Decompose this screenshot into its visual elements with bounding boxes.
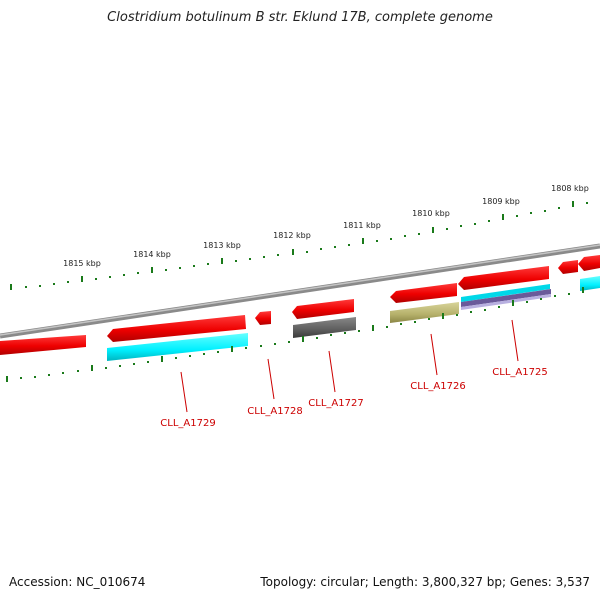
gene-label[interactable]: CLL_A1727 <box>308 398 363 409</box>
kbp-label-group: 1815 kbp 1814 kbp 1813 kbp 1812 kbp 1811… <box>63 184 589 268</box>
gene-arrow <box>578 255 600 271</box>
feature-track <box>107 276 600 361</box>
genome-backbone-highlight <box>0 244 600 336</box>
kbp-label: 1814 kbp <box>133 250 171 259</box>
feature-block-olive <box>390 302 459 323</box>
gene-arrow <box>107 315 246 342</box>
kbp-label: 1810 kbp <box>412 209 450 218</box>
gene-arrow <box>292 299 354 319</box>
gene-label-group: CLL_A1729 CLL_A1728 CLL_A1727 CLL_A1726 … <box>160 367 547 429</box>
leader-line <box>328 350 336 393</box>
kbp-label: 1815 kbp <box>63 259 101 268</box>
gene-arrow <box>390 283 457 303</box>
gene-arrow <box>558 260 578 274</box>
feature-block-purple <box>461 289 551 307</box>
topology-text: Topology: circular; Length: 3,800,327 bp… <box>260 575 590 589</box>
feature-block-gray <box>293 317 356 338</box>
gene-arrow <box>458 266 549 290</box>
kbp-label: 1813 kbp <box>203 241 241 250</box>
gene-arrow <box>255 311 271 325</box>
feature-block-lavender <box>461 294 551 310</box>
gene-label[interactable]: CLL_A1729 <box>160 418 215 429</box>
label-leaders <box>180 319 519 413</box>
gene-label[interactable]: CLL_A1726 <box>410 381 465 392</box>
accession-text: Accession: NC_010674 <box>9 575 146 589</box>
kbp-label: 1812 kbp <box>273 231 311 240</box>
kbp-label: 1809 kbp <box>482 197 520 206</box>
forward-strand-genes <box>0 255 600 355</box>
feature-block-cyan <box>461 284 550 302</box>
genome-backbone <box>0 243 600 339</box>
upper-tick-track <box>10 201 588 290</box>
leader-line <box>511 319 519 362</box>
leader-line <box>267 358 275 400</box>
leader-line <box>430 333 438 376</box>
gene-arrow <box>0 335 86 355</box>
feature-block-cyan <box>107 333 248 361</box>
leader-line <box>180 371 188 413</box>
gene-label[interactable]: CLL_A1725 <box>492 367 547 378</box>
kbp-label: 1811 kbp <box>343 221 381 230</box>
map-title: Clostridium botulinum B str. Eklund 17B,… <box>107 10 493 25</box>
lower-tick-track <box>6 287 584 382</box>
feature-block-cyan <box>580 276 600 291</box>
kbp-label: 1808 kbp <box>551 184 589 193</box>
gene-label[interactable]: CLL_A1728 <box>247 406 302 417</box>
